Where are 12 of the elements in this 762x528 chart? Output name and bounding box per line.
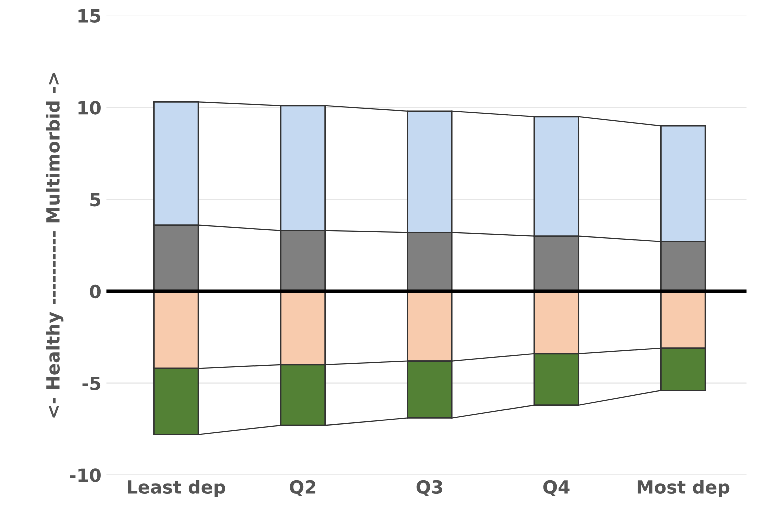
y-tick-label: 10	[78, 101, 101, 115]
x-tick-label: Q3	[416, 480, 442, 496]
y-axis-title: <- Healthy ---------- Multimorbid ->	[46, 73, 64, 418]
y-tick-label: 0	[90, 284, 101, 299]
x-tick-label: Q4	[544, 480, 570, 496]
y-tick-label: -10	[70, 468, 101, 482]
y-tick-label: 5	[90, 193, 101, 207]
x-tick-label: Q2	[290, 480, 316, 496]
y-tick-label: 15	[78, 10, 101, 23]
y-tick-label: -5	[82, 377, 101, 390]
x-tick-label: Most dep	[638, 480, 730, 498]
x-tick-label: Least dep	[128, 480, 226, 498]
